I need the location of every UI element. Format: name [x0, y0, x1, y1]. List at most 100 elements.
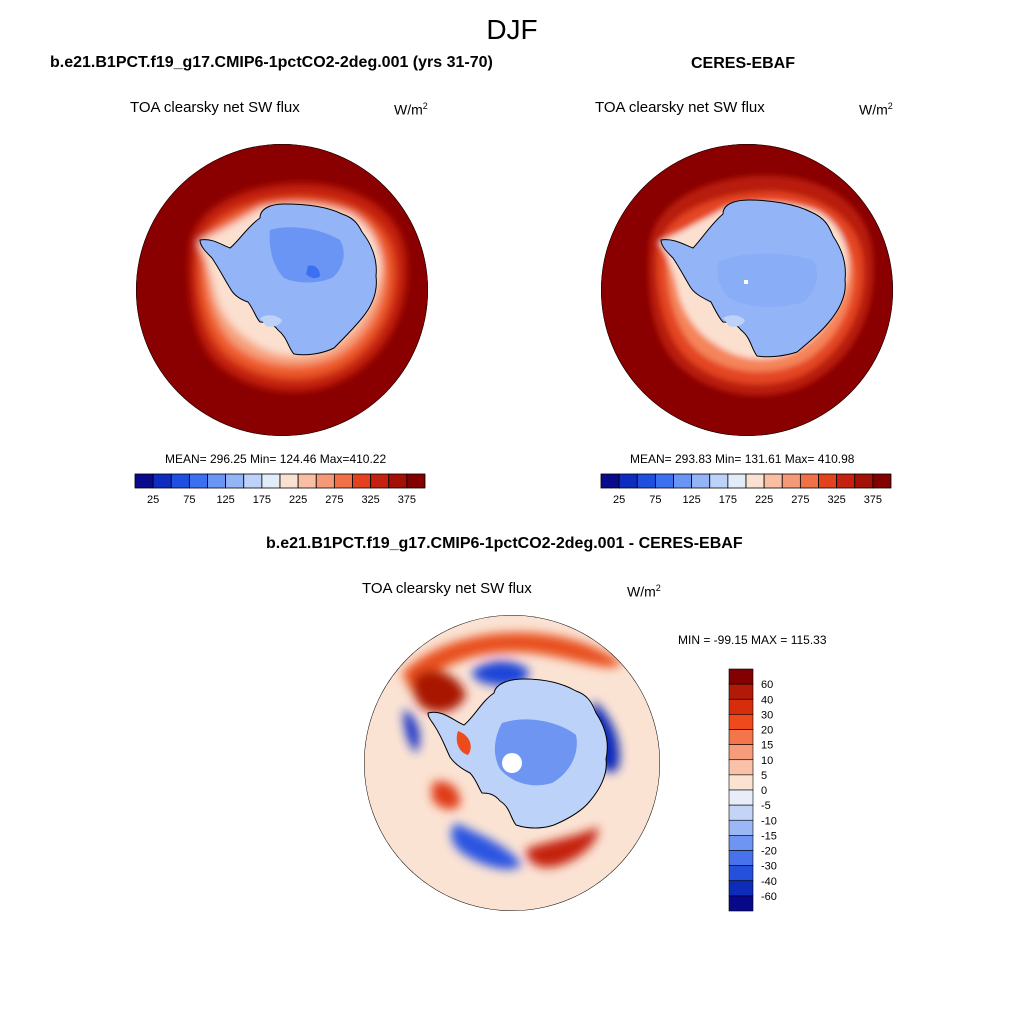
model-ice-shelf [260, 315, 282, 327]
diff-colorbar-tick-label: -10 [761, 815, 777, 827]
obs-colorbar-swatch [727, 473, 747, 489]
diff-units-base: W/m [627, 583, 656, 600]
diff-colorbar-swatch [728, 835, 754, 851]
obs-units-exponent: 2 [887, 101, 893, 111]
diff-peninsula-positive [456, 731, 471, 755]
model-colorbar-swatch [243, 473, 263, 489]
diff-colorbar-tick-label: 20 [761, 725, 773, 737]
diff-units: W/m2 [627, 583, 661, 600]
model-units-base: W/m [394, 101, 423, 118]
diff-colorbar-swatch [728, 865, 754, 882]
model-colorbar-tick-label: 125 [216, 494, 234, 506]
diff-colorbar-swatch [728, 683, 754, 700]
diff-colorbar-swatch [728, 744, 754, 761]
model-plateau [269, 227, 344, 283]
model-polar-map [136, 144, 428, 436]
diff-colorbar-swatch [728, 729, 754, 745]
obs-colorbar-tick-label: 325 [827, 494, 845, 506]
diff-colorbar-swatch [728, 714, 754, 730]
diff-case-title: b.e21.B1PCT.f19_g17.CMIP6-1pctCO2-2deg.0… [266, 535, 743, 552]
obs-colorbar-tick-label: 275 [791, 494, 809, 506]
model-colorbar-swatch [207, 473, 227, 489]
obs-colorbar-swatch [709, 473, 729, 489]
model-colorbar-tick-label: 325 [361, 494, 379, 506]
model-colorbar-tick-label: 75 [183, 494, 195, 506]
diff-west-negative [403, 709, 420, 753]
diff-colorbar-tick-label: 40 [761, 694, 773, 706]
diff-colorbar-tick-label: -15 [761, 830, 777, 842]
obs-colorbar-swatch [799, 473, 819, 489]
figure-title: DJF [486, 14, 538, 45]
model-colorbar: 25 75 125 175 225 275 325 375 [134, 473, 426, 506]
obs-stats: MEAN= 293.83 Min= 131.61 Max= 410.98 [630, 452, 855, 466]
obs-units-base: W/m [859, 101, 888, 118]
diff-colorbar: 60 40 30 20 15 10 5 0 -5 -10 -15 -20 -30 -40 -60 [728, 668, 777, 912]
diff-colorbar-swatch [728, 774, 754, 791]
obs-colorbar-tick-label: 125 [682, 494, 700, 506]
model-units: W/m2 [394, 101, 428, 118]
diff-colorbar-tick-label: 10 [761, 755, 773, 767]
obs-colorbar-swatch [636, 473, 656, 489]
diff-colorbar-tick-label: 30 [761, 709, 773, 721]
obs-colorbar-swatch [818, 473, 838, 489]
obs-colorbar: 25 75 125 175 225 275 325 375 [600, 473, 892, 506]
model-colorbar-tick-label: 225 [289, 494, 307, 506]
diff-colorbar-swatch [728, 895, 754, 912]
obs-colorbar-swatch [781, 473, 801, 489]
obs-plateau [717, 253, 818, 307]
diff-north-positive [402, 632, 622, 693]
model-colorbar-swatch [333, 473, 353, 489]
obs-colorbar-swatch [836, 473, 856, 489]
diff-colorbar-swatch [728, 759, 754, 776]
diff-field-label: TOA clearsky net SW flux [362, 580, 532, 597]
model-colorbar-tick-label: 275 [325, 494, 343, 506]
diff-colorbar-tick-label: -5 [761, 800, 771, 812]
model-colorbar-swatch [261, 473, 281, 489]
diff-colorbar-swatch [728, 804, 754, 821]
model-colorbar-swatch [225, 473, 245, 489]
model-colorbar-swatch [152, 473, 172, 489]
model-colorbar-tick-label: 25 [147, 494, 159, 506]
model-colorbar-swatch [370, 473, 390, 489]
obs-colorbar-swatch [872, 473, 892, 489]
obs-colorbar-swatch [854, 473, 874, 489]
model-case-title: b.e21.B1PCT.f19_g17.CMIP6-1pctCO2-2deg.0… [50, 54, 493, 71]
obs-colorbar-swatch [600, 473, 620, 489]
obs-pole-gap [744, 280, 748, 284]
diff-colorbar-tick-label: -40 [761, 876, 777, 888]
diff-units-exponent: 2 [655, 583, 661, 593]
obs-ice-shelf [723, 315, 745, 327]
diff-polar-map [364, 615, 660, 911]
diff-colorbar-tick-label: 15 [761, 740, 773, 752]
diff-colorbar-tick-label: -60 [761, 891, 777, 903]
diff-west-positive [413, 670, 466, 713]
model-colorbar-swatch [134, 473, 154, 489]
obs-colorbar-tick-label: 25 [613, 494, 625, 506]
diff-stats: MIN = -99.15 MAX = 115.33 [678, 633, 827, 647]
diff-colorbar-tick-label: 60 [761, 679, 773, 691]
diff-south-negative [451, 823, 522, 870]
obs-colorbar-swatch [654, 473, 674, 489]
diff-southwest-positive [432, 781, 461, 810]
obs-colorbar-swatch [763, 473, 783, 489]
model-colorbar-tick-label: 375 [398, 494, 416, 506]
obs-units: W/m2 [859, 101, 893, 118]
obs-colorbar-swatch [745, 473, 765, 489]
diff-colorbar-swatch [728, 880, 754, 897]
diff-colorbar-swatch [728, 698, 754, 715]
obs-colorbar-swatch [673, 473, 693, 489]
model-field-label: TOA clearsky net SW flux [130, 99, 300, 116]
model-colorbar-tick-label: 175 [253, 494, 271, 506]
diff-colorbar-swatch [728, 789, 754, 806]
obs-colorbar-swatch [691, 473, 711, 489]
diff-colorbar-swatch [728, 668, 754, 685]
obs-case-title: CERES-EBAF [691, 55, 796, 72]
obs-polar-map [601, 144, 893, 436]
diff-south-positive [526, 827, 599, 868]
model-colorbar-swatch [170, 473, 190, 489]
model-colorbar-swatch [352, 473, 372, 489]
diff-colorbar-tick-label: 0 [761, 785, 767, 797]
model-colorbar-swatch [297, 473, 317, 489]
model-units-exponent: 2 [422, 101, 428, 111]
model-colorbar-swatch [188, 473, 208, 489]
